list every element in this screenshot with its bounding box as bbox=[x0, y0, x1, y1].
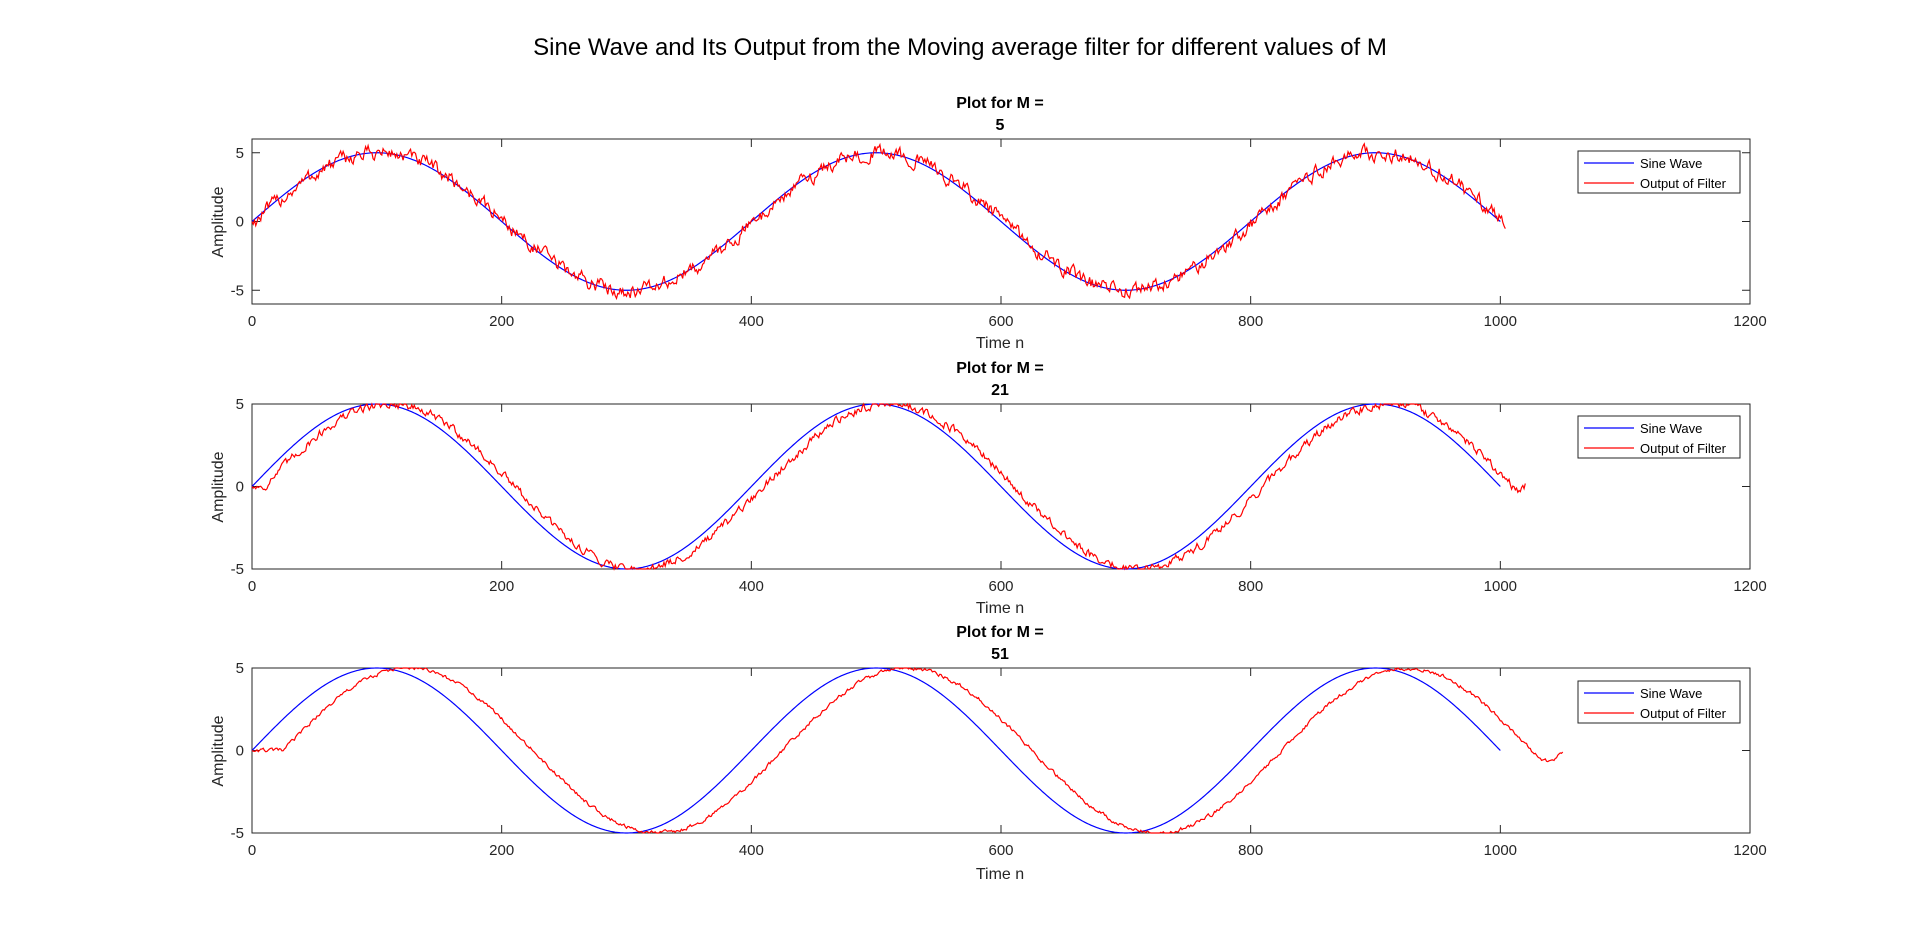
x-tick-label: 0 bbox=[248, 578, 256, 595]
subplot-2-legend-box bbox=[1577, 415, 1741, 459]
y-tick-label: -5 bbox=[231, 561, 244, 578]
x-tick-label: 1200 bbox=[1733, 313, 1766, 330]
x-tick-label: 0 bbox=[248, 842, 256, 859]
filter-output-line bbox=[251, 666, 1564, 834]
x-tick-label: 200 bbox=[489, 578, 514, 595]
subplot-2-title-line-2: 21 bbox=[991, 382, 1009, 399]
y-tick-label: 5 bbox=[236, 145, 244, 162]
subplot-2-legend-filter-label: Output of Filter bbox=[1640, 441, 1727, 456]
y-tick-label: -5 bbox=[231, 825, 244, 842]
subplot-3-title-line-2: 51 bbox=[991, 646, 1009, 663]
subplot-3-legend-box bbox=[1577, 680, 1741, 724]
subplot-2: Plot for M = 21 0 200 400 600 800 1000 1200-50… bbox=[210, 360, 1767, 617]
x-tick-label: 600 bbox=[988, 842, 1013, 859]
sine-wave-line bbox=[251, 667, 1501, 834]
subplot-2-ylabel: Amplitude bbox=[210, 451, 227, 522]
x-tick-label: 200 bbox=[489, 842, 514, 859]
x-tick-label: 1000 bbox=[1484, 313, 1517, 330]
subplot-3-title-line-1: Plot for M = bbox=[956, 624, 1044, 641]
y-tick-label: 5 bbox=[236, 396, 244, 413]
x-tick-label: 1200 bbox=[1733, 578, 1766, 595]
x-tick-label: 0 bbox=[248, 313, 256, 330]
filter-output-line bbox=[251, 142, 1506, 301]
x-tick-label: 400 bbox=[739, 842, 764, 859]
y-tick-label: 0 bbox=[236, 479, 244, 496]
subplot-1-ylabel: Amplitude bbox=[210, 186, 227, 257]
y-tick-label: 5 bbox=[236, 660, 244, 677]
x-tick-label: 800 bbox=[1238, 578, 1263, 595]
x-tick-label: 800 bbox=[1238, 842, 1263, 859]
subplot-1-xlabel: Time n bbox=[976, 335, 1024, 352]
subplot-2-axes: 0 200 400 600 800 1000 1200-505 bbox=[231, 396, 1767, 595]
figure-title: Sine Wave and Its Output from the Moving… bbox=[533, 34, 1387, 61]
x-tick-label: 600 bbox=[988, 313, 1013, 330]
y-tick-label: 0 bbox=[236, 743, 244, 760]
subplot-2-xlabel: Time n bbox=[976, 600, 1024, 617]
subplot-1-legend-box bbox=[1577, 150, 1741, 194]
subplot-2-legend: Sine Wave Output of Filter bbox=[1577, 415, 1741, 459]
subplot-2-title-line-1: Plot for M = bbox=[956, 360, 1044, 377]
x-tick-label: 1200 bbox=[1733, 842, 1766, 859]
subplot-1: Plot for M = 5 0 200 400 600 800 1000 1200-505… bbox=[210, 95, 1767, 352]
subplot-3-axes: 0 200 400 600 800 1000 1200-505 bbox=[231, 660, 1767, 859]
y-tick-label: 0 bbox=[236, 214, 244, 231]
x-tick-label: 1000 bbox=[1484, 578, 1517, 595]
subplot-1-title-line-2: 5 bbox=[996, 117, 1005, 134]
subplot-3-ylabel: Amplitude bbox=[210, 715, 227, 786]
subplot-3: Plot for M = 51 0 200 400 600 800 1000 1200-50… bbox=[210, 624, 1767, 883]
x-tick-label: 400 bbox=[739, 313, 764, 330]
y-tick-label: -5 bbox=[231, 282, 244, 299]
subplot-1-title-line-1: Plot for M = bbox=[956, 95, 1044, 112]
subplot-1-legend-sine-label: Sine Wave bbox=[1640, 156, 1702, 171]
x-tick-label: 600 bbox=[988, 578, 1013, 595]
subplot-2-legend-sine-label: Sine Wave bbox=[1640, 421, 1702, 436]
subplot-3-legend: Sine Wave Output of Filter bbox=[1577, 680, 1741, 724]
subplot-3-xlabel: Time n bbox=[976, 866, 1024, 883]
subplot-1-axes: 0 200 400 600 800 1000 1200-505 bbox=[231, 138, 1767, 330]
x-tick-label: 200 bbox=[489, 313, 514, 330]
x-tick-label: 1000 bbox=[1484, 842, 1517, 859]
subplot-3-legend-sine-label: Sine Wave bbox=[1640, 686, 1702, 701]
x-tick-label: 800 bbox=[1238, 313, 1263, 330]
subplot-1-legend: Sine Wave Output of Filter bbox=[1577, 150, 1741, 194]
filter-output-line bbox=[251, 402, 1526, 571]
subplot-1-legend-filter-label: Output of Filter bbox=[1640, 176, 1727, 191]
subplot-3-legend-filter-label: Output of Filter bbox=[1640, 706, 1727, 721]
x-tick-label: 400 bbox=[739, 578, 764, 595]
